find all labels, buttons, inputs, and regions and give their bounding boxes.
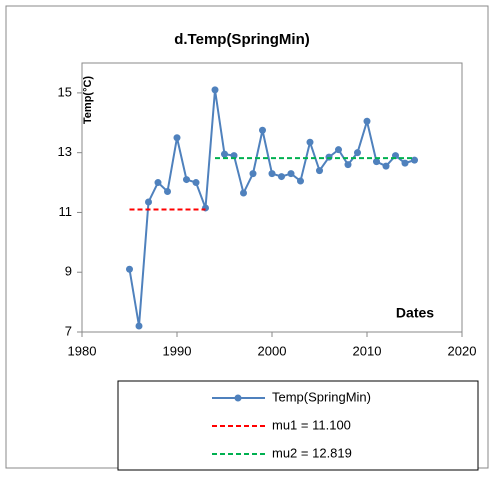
x-tick-label: 2020: [448, 343, 477, 358]
data-point: [287, 170, 295, 178]
data-point: [316, 167, 323, 175]
data-point: [373, 158, 380, 166]
legend-label: Temp(SpringMin): [272, 389, 371, 404]
y-tick-label: 13: [58, 144, 72, 159]
x-tick-label: 2000: [258, 343, 287, 358]
data-point: [268, 170, 276, 178]
data-point: [211, 86, 219, 94]
data-point: [382, 162, 390, 170]
y-tick-label: 15: [58, 84, 72, 99]
data-point: [145, 198, 152, 206]
data-point: [306, 138, 314, 146]
x-axis-label: Dates: [396, 305, 434, 321]
data-point: [297, 177, 304, 185]
data-point: [278, 173, 285, 181]
y-tick-label: 9: [65, 264, 72, 279]
data-point: [344, 161, 352, 169]
data-point: [126, 265, 133, 273]
legend-box: [117, 380, 479, 471]
y-axis-label: Temp(°C): [82, 76, 94, 125]
y-tick-label: 7: [65, 323, 72, 338]
legend-label: mu1 = 11.100: [272, 417, 351, 432]
data-point: [221, 150, 228, 158]
x-tick-label: 1990: [163, 343, 192, 358]
data-point: [249, 170, 257, 178]
data-point: [259, 126, 266, 134]
data-point: [411, 156, 418, 164]
data-point: [154, 179, 162, 187]
data-point: [183, 176, 190, 184]
data-point: [173, 134, 181, 142]
data-point: [192, 179, 200, 187]
data-point: [135, 322, 143, 330]
legend-label: mu2 = 12.819: [272, 445, 352, 460]
legend-marker: [234, 394, 242, 402]
data-point: [363, 117, 371, 125]
x-tick-label: 2010: [353, 343, 382, 358]
y-tick-label: 11: [59, 204, 73, 219]
data-point: [335, 146, 342, 154]
chart-title: d.Temp(SpringMin): [174, 31, 310, 48]
data-point: [354, 149, 361, 157]
data-point: [240, 189, 247, 197]
data-point: [401, 159, 409, 167]
data-point: [164, 188, 171, 196]
x-tick-label: 1980: [68, 343, 97, 358]
